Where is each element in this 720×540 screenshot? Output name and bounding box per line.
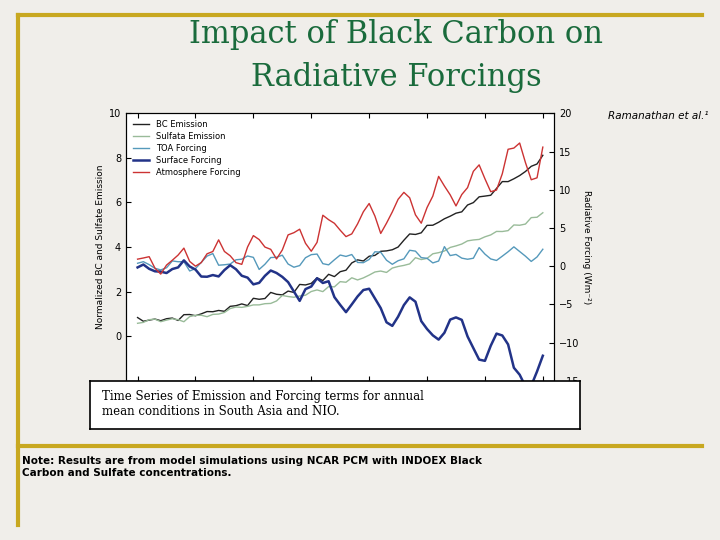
Text: Impact of Black Carbon on: Impact of Black Carbon on xyxy=(189,19,603,50)
Y-axis label: Normalized BC and Sulfate Emission: Normalized BC and Sulfate Emission xyxy=(96,165,104,329)
Text: Note: Results are from model simulations using NCAR PCM with INDOEX Black
Carbon: Note: Results are from model simulations… xyxy=(22,456,482,478)
Legend: BC Emission, Sulfata Emission, TOA Forcing, Surface Forcing, Atmosphere Forcing: BC Emission, Sulfata Emission, TOA Forci… xyxy=(130,118,243,179)
X-axis label: Year: Year xyxy=(329,401,351,411)
Text: Time Series of Emission and Forcing terms for annual
mean conditions in South As: Time Series of Emission and Forcing term… xyxy=(102,390,424,418)
Text: Ramanathan et al.¹: Ramanathan et al.¹ xyxy=(608,111,709,121)
Y-axis label: Radiative Forcing (Wm⁻²): Radiative Forcing (Wm⁻²) xyxy=(582,190,591,304)
Text: Radiative Forcings: Radiative Forcings xyxy=(251,62,541,93)
